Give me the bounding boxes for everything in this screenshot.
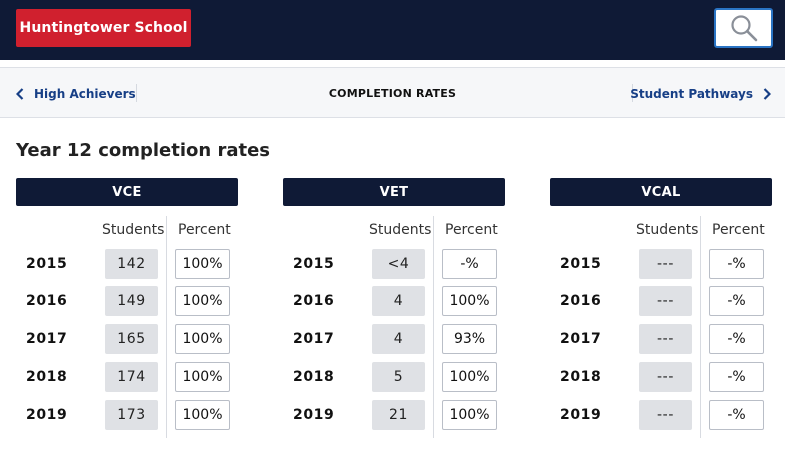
- chevron-right-icon: [763, 87, 771, 100]
- next-section-label: Student Pathways: [630, 86, 753, 101]
- percent-value: 100%: [175, 324, 230, 354]
- vce-panel: VCE Students Percent 2015 142 100% 2016 …: [16, 178, 238, 448]
- students-column-header: Students: [369, 222, 432, 238]
- year-label: 2018: [26, 369, 68, 385]
- students-value: 142: [105, 249, 158, 279]
- year-label: 2017: [560, 331, 602, 347]
- students-value: ---: [639, 400, 692, 430]
- percent-value: -%: [709, 249, 764, 279]
- percent-value: -%: [709, 362, 764, 392]
- students-value: ---: [639, 286, 692, 316]
- percent-value: -%: [442, 249, 497, 279]
- panel-title: VCAL: [550, 178, 772, 206]
- column-divider: [700, 216, 701, 438]
- students-column-header: Students: [102, 222, 165, 238]
- year-label: 2015: [293, 256, 335, 272]
- column-divider: [433, 216, 434, 438]
- percent-value: 100%: [442, 362, 497, 392]
- students-value: ---: [639, 324, 692, 354]
- students-value: 173: [105, 400, 158, 430]
- divider: [136, 84, 137, 102]
- school-brand-button[interactable]: Huntingtower School: [16, 9, 191, 47]
- prev-section-label: High Achievers: [34, 86, 136, 101]
- students-value: 149: [105, 286, 158, 316]
- year-label: 2016: [26, 293, 68, 309]
- students-column-header: Students: [636, 222, 699, 238]
- year-label: 2018: [560, 369, 602, 385]
- chevron-left-icon: [16, 87, 24, 100]
- year-label: 2019: [293, 407, 335, 423]
- percent-value: 100%: [175, 286, 230, 316]
- current-section-title: COMPLETION RATES: [328, 87, 457, 100]
- year-label: 2018: [293, 369, 335, 385]
- students-value: 174: [105, 362, 158, 392]
- percent-value: 100%: [175, 362, 230, 392]
- percent-column-header: Percent: [178, 222, 231, 238]
- divider: [632, 84, 633, 102]
- percent-value: -%: [709, 400, 764, 430]
- students-value: ---: [639, 362, 692, 392]
- vcal-panel: VCAL Students Percent 2015 --- -% 2016 -…: [550, 178, 772, 448]
- section-navigation: High Achievers COMPLETION RATES Student …: [0, 67, 785, 118]
- search-icon: [730, 15, 757, 42]
- year-label: 2015: [26, 256, 68, 272]
- top-bar: Huntingtower School: [0, 0, 785, 60]
- percent-value: 93%: [442, 324, 497, 354]
- search-button[interactable]: [714, 8, 773, 48]
- students-value: 4: [372, 286, 425, 316]
- year-label: 2016: [560, 293, 602, 309]
- panel-title: VCE: [16, 178, 238, 206]
- percent-value: -%: [709, 324, 764, 354]
- year-label: 2015: [560, 256, 602, 272]
- students-value: 5: [372, 362, 425, 392]
- percent-value: -%: [709, 286, 764, 316]
- year-label: 2017: [26, 331, 68, 347]
- panel-title: VET: [283, 178, 505, 206]
- vet-panel: VET Students Percent 2015 <4 -% 2016 4 1…: [283, 178, 505, 448]
- next-section-link[interactable]: Student Pathways: [630, 68, 771, 119]
- percent-value: 100%: [175, 400, 230, 430]
- students-value: ---: [639, 249, 692, 279]
- year-label: 2019: [26, 407, 68, 423]
- year-label: 2017: [293, 331, 335, 347]
- percent-value: 100%: [175, 249, 230, 279]
- students-value: 165: [105, 324, 158, 354]
- percent-column-header: Percent: [712, 222, 765, 238]
- students-value: <4: [372, 249, 425, 279]
- prev-section-link[interactable]: High Achievers: [16, 68, 136, 119]
- students-value: 4: [372, 324, 425, 354]
- page-title: Year 12 completion rates: [16, 140, 271, 161]
- percent-column-header: Percent: [445, 222, 498, 238]
- percent-value: 100%: [442, 286, 497, 316]
- students-value: 21: [372, 400, 425, 430]
- percent-value: 100%: [442, 400, 497, 430]
- column-divider: [166, 216, 167, 438]
- year-label: 2019: [560, 407, 602, 423]
- year-label: 2016: [293, 293, 335, 309]
